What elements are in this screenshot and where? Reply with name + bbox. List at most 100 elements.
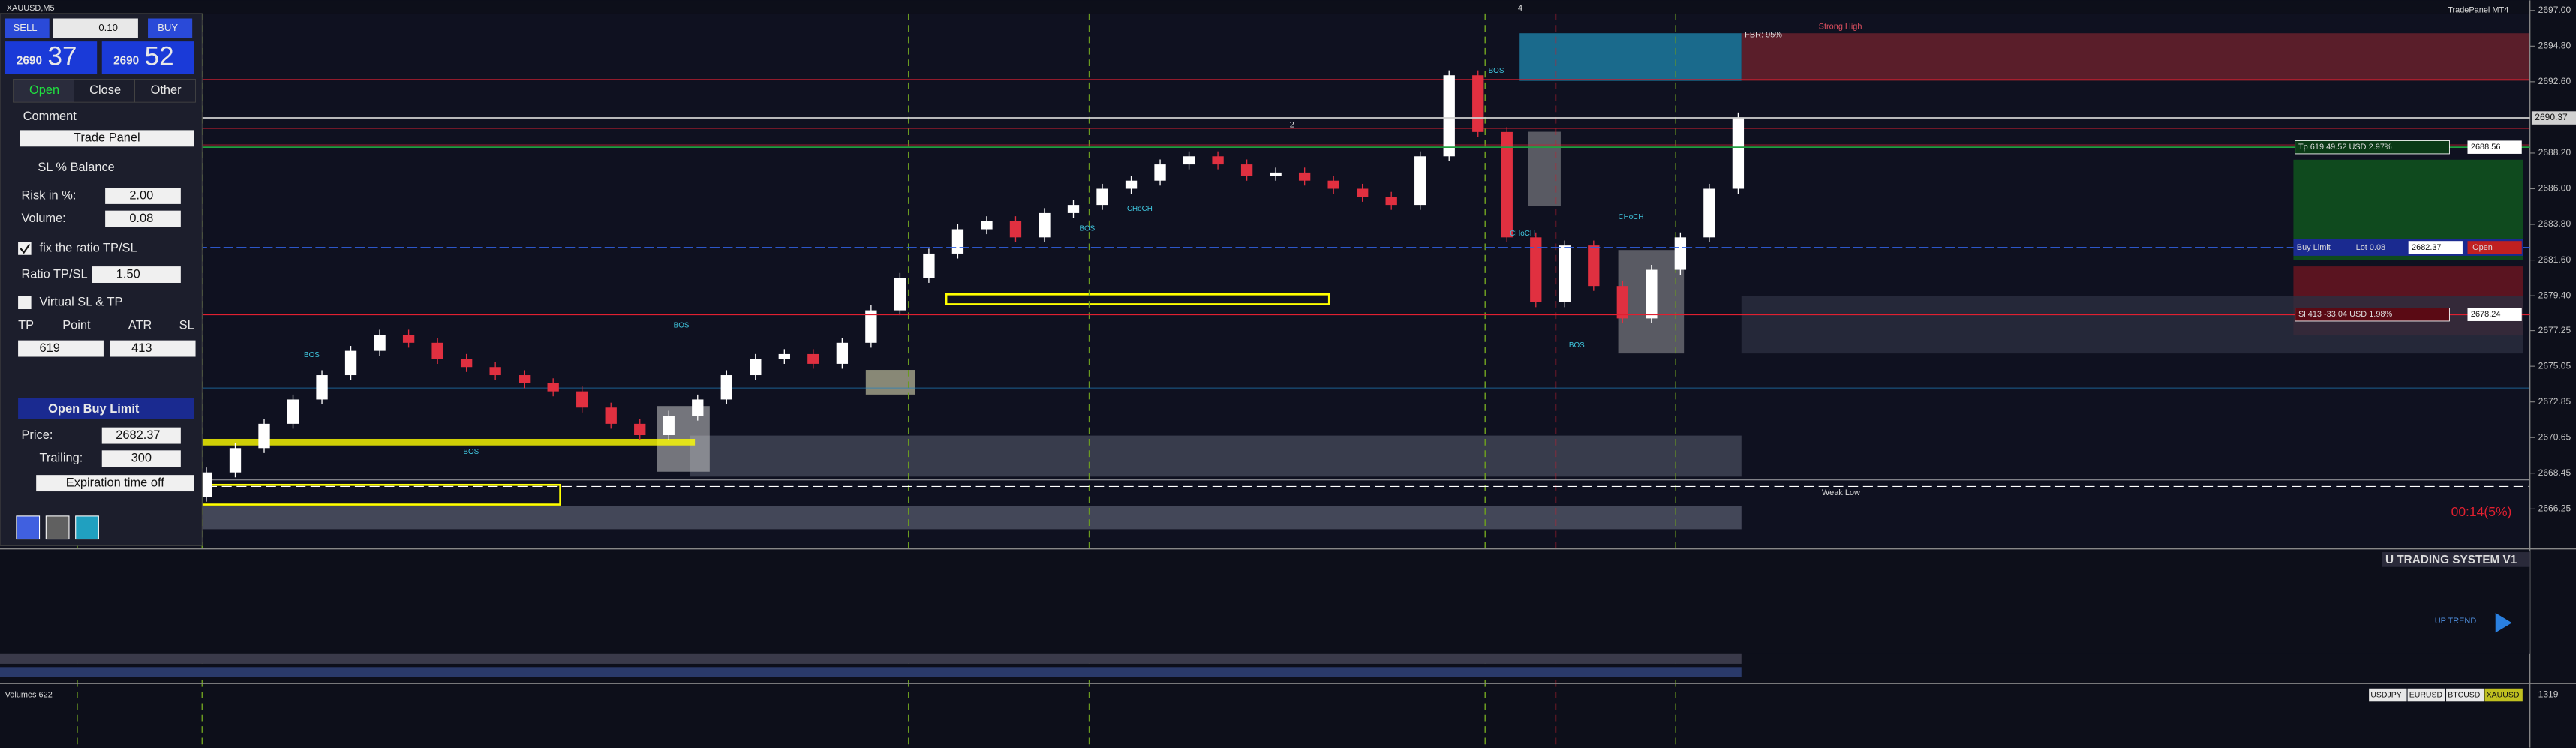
price-tick-label: 2677.25 <box>2538 325 2571 335</box>
column-head: ATR <box>128 318 152 332</box>
expiration-label: Expiration time off <box>66 476 164 489</box>
column-head: SL <box>179 318 194 332</box>
sl-info: Sl 413 -33.04 USD 1.98% <box>2298 310 2393 319</box>
volumes-max: 1319 <box>2538 689 2559 700</box>
order-lot: Lot 0.08 <box>2356 243 2386 252</box>
candle <box>374 335 386 351</box>
symbol-tab[interactable] <box>2369 688 2407 702</box>
order-block <box>865 370 915 395</box>
lot-input[interactable] <box>53 18 138 38</box>
tp-badge <box>2295 140 2450 155</box>
indicator-title-bg <box>2382 552 2530 567</box>
tp-price: 2688.56 <box>2471 143 2501 152</box>
order-type: Buy Limit <box>2297 243 2331 252</box>
field-value: 2.00 <box>129 188 153 202</box>
buy-button[interactable] <box>148 18 193 38</box>
tab-label: Close <box>89 83 121 97</box>
symbol-tab[interactable] <box>2446 688 2484 702</box>
dots-row <box>0 653 1742 664</box>
field-input[interactable] <box>92 266 181 283</box>
comment-value: Trade Panel <box>74 131 140 145</box>
current-price-label: 2690.37 <box>2535 112 2568 122</box>
candle <box>1559 245 1571 302</box>
indicator-panel: U TRADING SYSTEM V1 UP TREND Volumes 622 13… <box>0 548 2576 702</box>
structure-label: BOS <box>463 448 479 456</box>
expiration-button[interactable] <box>36 475 194 492</box>
sl-input[interactable] <box>110 340 196 357</box>
symbol-title: XAUUSD,M5 <box>7 4 55 13</box>
candle <box>1298 172 1311 181</box>
candle <box>750 359 762 376</box>
current-price-box <box>2531 111 2576 125</box>
buy-label: BUY <box>158 22 178 33</box>
ask-box[interactable] <box>101 41 194 74</box>
candle <box>1414 156 1426 206</box>
field-label: Ratio TP/SL <box>21 267 87 281</box>
candle <box>344 350 357 376</box>
timer: 00:14(5%) <box>2451 504 2512 519</box>
candle <box>1674 237 1687 270</box>
tab-label: Other <box>151 83 182 97</box>
candle <box>605 407 617 424</box>
candle <box>1732 117 1745 189</box>
sl-mode: SL % Balance <box>38 161 114 174</box>
trailing-label: Trailing: <box>40 452 83 465</box>
sell-button[interactable] <box>5 18 50 38</box>
order-open-label: Open <box>2472 243 2493 252</box>
structure-label: CHoCH <box>1619 213 1644 221</box>
field-label: Volume: <box>21 212 65 225</box>
candle <box>460 359 473 368</box>
field-input[interactable] <box>105 210 181 227</box>
tool-icon[interactable] <box>16 515 41 540</box>
checkbox-label: fix the ratio TP/SL <box>40 241 137 254</box>
field-value: 0.08 <box>129 212 153 225</box>
check <box>20 243 31 254</box>
wave-label: 4 <box>1518 4 1522 13</box>
checkbox[interactable] <box>18 296 32 310</box>
tool-icon[interactable] <box>45 515 70 540</box>
ask-small: 52 <box>145 41 174 71</box>
price-tick-label: 2666.25 <box>2538 503 2571 514</box>
candle <box>663 416 675 435</box>
symbol-tab[interactable] <box>2484 688 2523 702</box>
field-input[interactable] <box>105 188 181 204</box>
open-button[interactable] <box>18 398 194 419</box>
order-open-button[interactable] <box>2467 241 2522 254</box>
tab[interactable] <box>134 79 196 103</box>
play-icon <box>2495 613 2512 633</box>
candle <box>720 375 732 400</box>
symbol-tab[interactable] <box>2407 688 2445 702</box>
price-tick-label: 2681.60 <box>2538 254 2571 265</box>
field-input[interactable] <box>101 427 181 444</box>
tool-icon[interactable] <box>75 515 99 540</box>
checkbox[interactable] <box>18 242 32 255</box>
sl-price-box <box>2467 308 2522 321</box>
comment-input[interactable] <box>20 130 194 147</box>
candle <box>1501 131 1513 238</box>
range-zone <box>1741 296 2523 354</box>
trailing-input[interactable] <box>101 450 181 467</box>
candle <box>1154 164 1166 181</box>
candle <box>865 310 877 343</box>
tab-label: Open <box>29 83 59 97</box>
candle <box>1240 164 1253 176</box>
structure-label: CHoCH <box>1510 230 1535 238</box>
candle <box>229 448 242 473</box>
bid-box[interactable] <box>5 41 98 74</box>
sl-price: 2678.24 <box>2471 310 2501 319</box>
bid-small: 37 <box>47 41 77 71</box>
tp-input[interactable] <box>18 340 104 357</box>
ask-big: 2690 <box>113 54 139 67</box>
candle <box>923 253 935 278</box>
price-tick-label: 2672.85 <box>2538 396 2571 407</box>
tp-price-box <box>2467 140 2522 154</box>
demand-zone <box>690 435 1742 477</box>
price-tick-label: 2679.40 <box>2538 290 2571 300</box>
tab[interactable] <box>74 79 135 103</box>
weak-low-zone <box>177 506 1742 530</box>
structure-label: BOS <box>1079 224 1095 233</box>
candle <box>778 353 790 359</box>
field-label: Price: <box>21 428 53 442</box>
column-head: TP <box>18 318 34 332</box>
candle <box>1067 205 1080 213</box>
